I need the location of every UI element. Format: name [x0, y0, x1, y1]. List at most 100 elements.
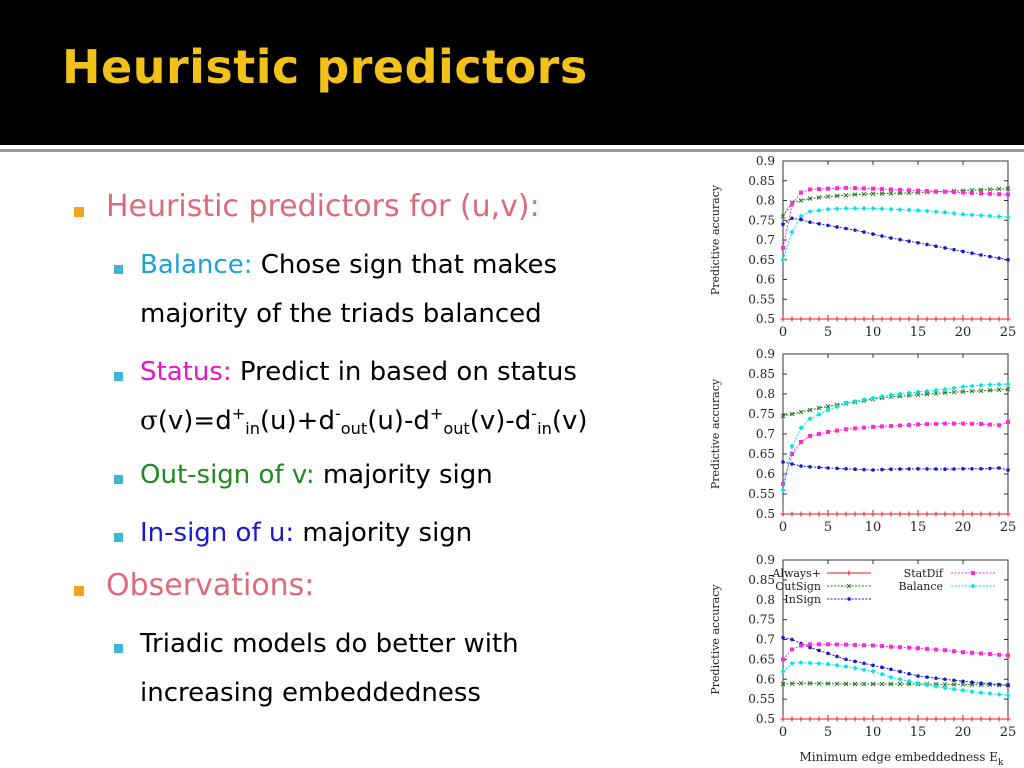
data-point	[852, 665, 858, 671]
data-point	[846, 570, 852, 576]
chart-2: 0.5 0.55 0.6 0.65 0.7 0.75 0.8 0.85 0.9 0 5 10 15 20 2…	[709, 347, 1016, 535]
data-point	[925, 646, 929, 651]
y-tick-label: 0.55	[748, 487, 775, 501]
data-point	[979, 651, 983, 656]
data-point	[862, 643, 866, 648]
data-point	[951, 511, 957, 517]
data-point	[934, 467, 938, 471]
data-point	[790, 202, 794, 207]
data-point	[997, 423, 1001, 428]
data-point	[988, 191, 992, 196]
formula-part: (v)-d	[469, 405, 532, 436]
data-point	[834, 316, 840, 322]
data-point	[853, 659, 857, 664]
data-point	[933, 683, 939, 689]
data-point	[898, 467, 902, 471]
data-point	[870, 205, 876, 211]
y-tick-label: 0.85	[748, 174, 775, 188]
data-point	[971, 571, 975, 575]
data-point	[798, 409, 804, 415]
data-point	[1005, 186, 1011, 192]
data-point	[861, 316, 867, 322]
status-key: Status:	[140, 357, 232, 387]
data-point	[799, 440, 803, 444]
data-point	[816, 511, 822, 517]
data-point	[978, 382, 984, 388]
insign-line: In-sign of u: majority sign	[140, 518, 472, 549]
data-point	[780, 257, 786, 263]
data-point	[799, 643, 803, 648]
data-point	[888, 392, 894, 398]
data-point	[916, 467, 920, 471]
data-point	[970, 421, 974, 426]
data-point	[915, 389, 921, 395]
data-point	[942, 390, 948, 396]
data-point	[798, 316, 804, 322]
data-point	[933, 511, 939, 517]
data-point	[825, 316, 831, 322]
data-point	[1006, 257, 1010, 262]
data-point	[987, 382, 993, 388]
data-point	[889, 424, 893, 428]
data-point	[870, 668, 876, 674]
data-point	[816, 195, 822, 200]
data-point	[996, 381, 1002, 387]
x-tick-label: 15	[910, 725, 927, 740]
data-point	[871, 643, 875, 648]
y-tick-label: 0.8	[756, 593, 775, 607]
data-point	[808, 465, 812, 469]
x-axis-label: Minimum edge embeddedness Ek	[800, 750, 1005, 768]
data-point	[888, 716, 894, 722]
data-point	[781, 657, 785, 662]
series-c1a1acd	[781, 460, 1010, 472]
data-point	[997, 192, 1001, 197]
data-point	[781, 245, 785, 250]
data-point	[816, 207, 822, 213]
formula-sub: in	[537, 418, 552, 438]
legend-label: InSign	[784, 593, 821, 606]
plot-frame	[782, 160, 1009, 320]
observation-line-1: Triadic models do better with	[140, 629, 519, 659]
data-point	[870, 316, 876, 322]
data-point	[996, 716, 1002, 722]
data-point	[1005, 214, 1011, 220]
data-point	[853, 467, 857, 472]
series-c00e5e5	[780, 381, 1011, 493]
data-point	[943, 648, 947, 653]
data-point	[943, 189, 947, 194]
data-point	[906, 316, 912, 322]
formula-part: (v)=d	[157, 405, 232, 436]
y-tick-label: 0.8	[756, 387, 775, 401]
data-point	[915, 392, 921, 398]
insign-key: In-sign of u:	[140, 518, 295, 548]
data-point	[979, 253, 983, 257]
data-point	[996, 316, 1002, 322]
x-tick-label: 10	[865, 725, 882, 740]
data-point	[879, 206, 885, 212]
data-point	[969, 212, 975, 218]
data-point	[889, 644, 893, 649]
data-point	[789, 229, 795, 235]
balance-line-1: Balance: Chose sign that makes	[140, 250, 557, 281]
data-point	[942, 209, 948, 215]
data-point	[807, 416, 813, 422]
data-point	[933, 209, 939, 215]
data-point	[889, 667, 893, 672]
data-point	[862, 230, 866, 234]
data-point	[969, 511, 975, 517]
data-point	[969, 383, 975, 389]
data-point	[996, 214, 1002, 220]
data-point	[897, 207, 903, 213]
y-tick-label: 0.6	[756, 273, 775, 287]
data-point	[807, 407, 813, 413]
data-point	[888, 511, 894, 517]
balance-text: Chose sign that makes	[260, 250, 558, 280]
data-point	[933, 391, 939, 396]
bullet-square-icon	[74, 207, 84, 217]
data-point	[934, 244, 938, 248]
y-tick-label: 0.7	[756, 633, 775, 647]
x-tick-label: 20	[955, 725, 972, 740]
data-point	[898, 187, 902, 192]
data-point	[871, 232, 875, 236]
